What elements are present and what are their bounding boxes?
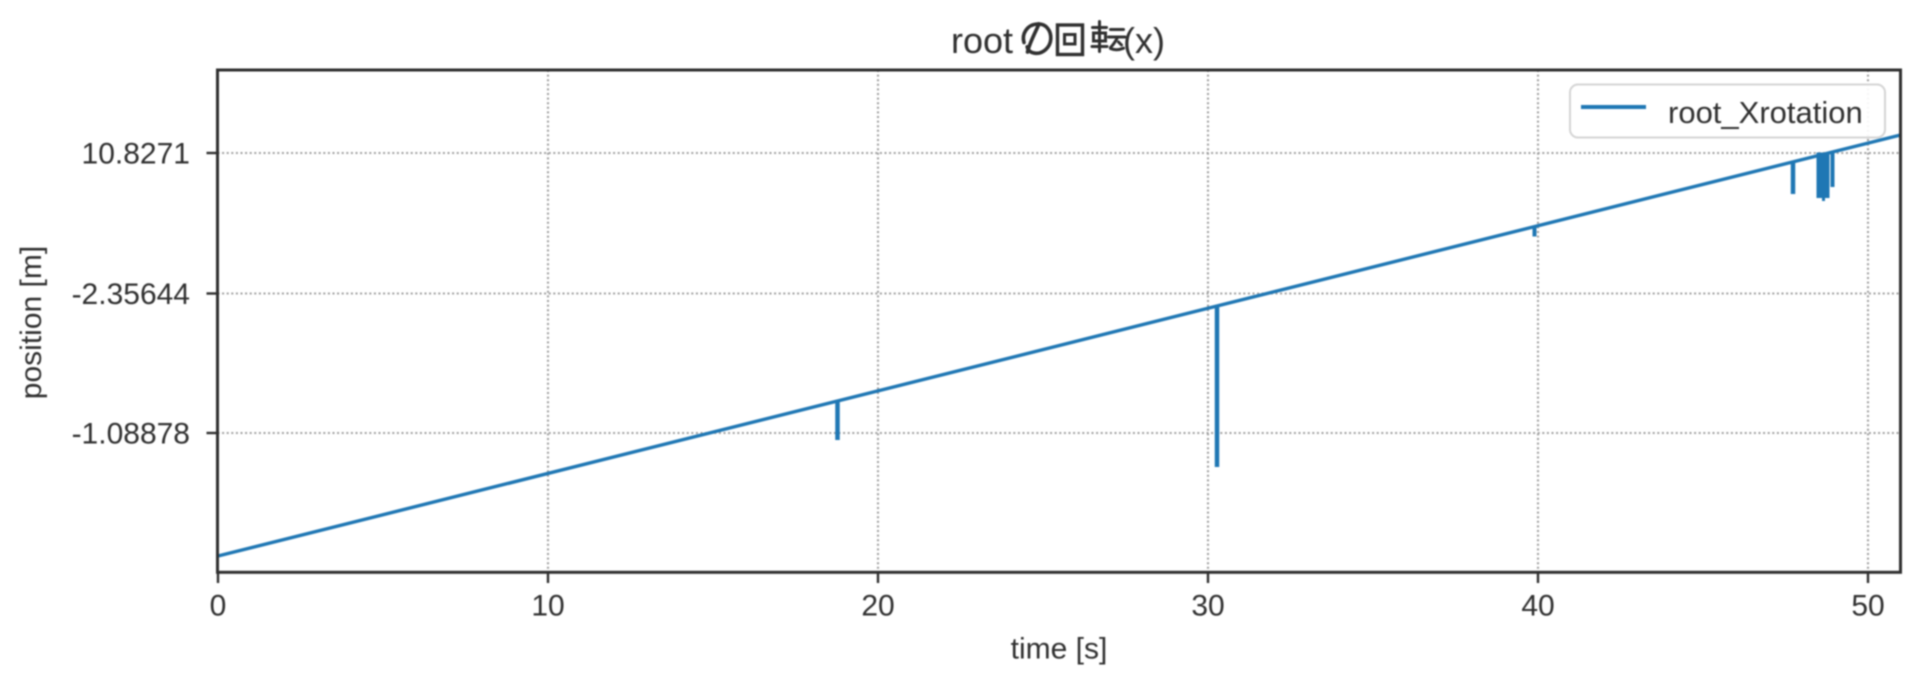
svg-text:10.8271: 10.8271 [82, 138, 190, 171]
svg-text:position [m]: position [m] [15, 246, 48, 399]
svg-text:-1.08878: -1.08878 [72, 418, 190, 451]
svg-text:0: 0 [210, 590, 227, 623]
svg-text:-2.35644: -2.35644 [72, 278, 190, 311]
svg-text:30: 30 [1191, 590, 1224, 623]
svg-text:time [s]: time [s] [1011, 633, 1108, 666]
svg-text:40: 40 [1521, 590, 1554, 623]
svg-text:50: 50 [1851, 590, 1884, 623]
svg-text:root: root [951, 20, 1013, 61]
svg-text:20: 20 [861, 590, 894, 623]
svg-text:(x): (x) [1123, 20, 1165, 61]
svg-text:10: 10 [531, 590, 564, 623]
svg-text:root_Xrotation: root_Xrotation [1668, 95, 1863, 130]
